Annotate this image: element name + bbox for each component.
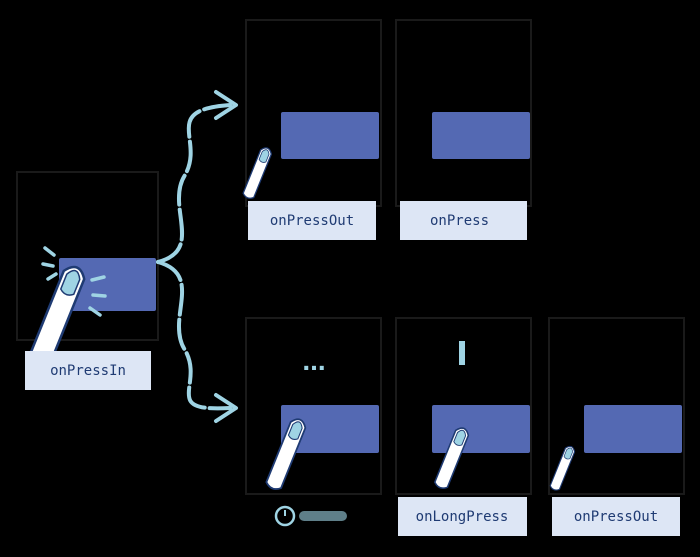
arrow-head-bottom	[214, 393, 238, 423]
waiting-ellipsis: ...	[302, 345, 325, 376]
phone-frame-longpress	[395, 317, 532, 495]
label-press-in: onPressIn	[25, 351, 151, 390]
arrow-icon	[156, 103, 232, 411]
button-press	[432, 112, 530, 159]
svg-text:onPressIn: onPressIn	[50, 363, 126, 379]
finger-icon	[548, 444, 577, 493]
timer-icon	[274, 505, 347, 527]
svg-text:onPress: onPress	[430, 213, 489, 229]
button-release	[281, 112, 379, 159]
phone-frame-release-after-long	[548, 317, 685, 495]
button-hold	[281, 405, 379, 453]
label-press: onPress	[400, 201, 527, 240]
svg-text:onPressOut: onPressOut	[270, 213, 354, 229]
button-initial	[59, 258, 156, 311]
label-press-out-bottom: onPressOut	[552, 497, 680, 536]
label-press-out-top: onPressOut	[248, 201, 376, 240]
phone-frame-hold	[245, 317, 382, 495]
label-long-press: onLongPress	[398, 497, 527, 536]
tap-ripple-icon	[41, 246, 107, 317]
phone-frame-initial	[16, 171, 159, 341]
arrow-head-top	[214, 90, 238, 120]
button-release-after-long	[584, 405, 682, 453]
pause-indicator	[459, 341, 465, 365]
svg-text:onLongPress: onLongPress	[416, 509, 509, 525]
svg-text:onPressOut: onPressOut	[574, 509, 658, 525]
button-longpress	[432, 405, 530, 453]
